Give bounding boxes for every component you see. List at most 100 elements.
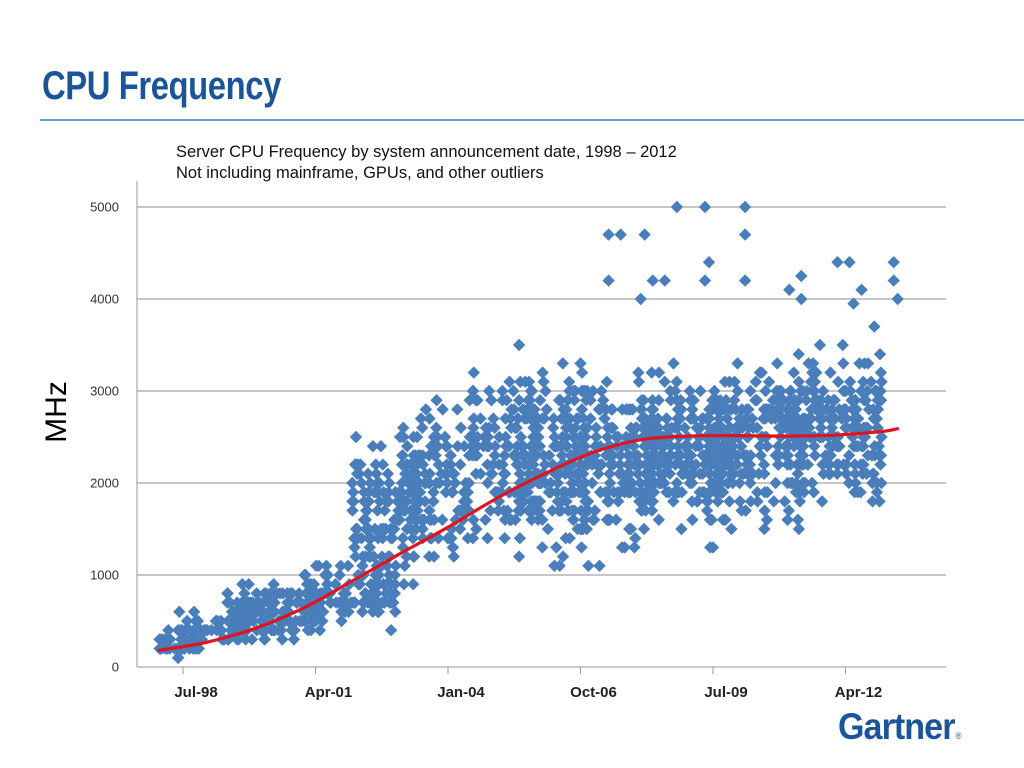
data-point — [447, 550, 460, 563]
data-point — [618, 541, 631, 554]
data-point — [629, 532, 642, 545]
data-point — [791, 513, 805, 526]
data-point — [321, 578, 334, 591]
data-point — [731, 357, 744, 370]
data-point — [588, 513, 601, 526]
data-point — [428, 430, 441, 444]
data-point — [575, 458, 588, 471]
data-point — [559, 486, 572, 499]
data-point — [690, 495, 704, 508]
data-point — [657, 467, 671, 480]
data-point — [194, 633, 208, 646]
data-point — [873, 449, 886, 462]
data-point — [531, 513, 545, 526]
data-point — [389, 605, 402, 618]
data-point — [659, 458, 672, 471]
data-point — [511, 449, 524, 462]
data-point — [371, 504, 384, 517]
data-point — [416, 421, 429, 434]
data-point — [349, 430, 363, 444]
data-point — [358, 587, 372, 600]
data-point — [268, 605, 282, 618]
data-point — [604, 458, 617, 471]
data-point — [423, 504, 436, 517]
y-axis-label: MHz — [40, 381, 73, 443]
data-point — [423, 467, 436, 480]
data-point — [298, 614, 311, 628]
data-point — [339, 605, 352, 618]
data-point — [823, 440, 836, 453]
data-point — [857, 430, 870, 444]
data-point — [824, 467, 837, 480]
data-point — [684, 449, 698, 462]
data-point — [674, 412, 687, 425]
data-point — [822, 458, 835, 471]
data-point — [423, 412, 436, 425]
data-point — [445, 486, 458, 499]
data-point — [600, 513, 614, 526]
data-point — [603, 467, 616, 480]
data-point — [815, 495, 829, 508]
data-point — [373, 495, 386, 508]
data-point — [638, 228, 651, 241]
data-point — [723, 495, 736, 508]
data-point — [569, 421, 582, 434]
data-point — [733, 476, 746, 490]
data-point — [449, 476, 462, 490]
data-point — [433, 476, 446, 490]
data-point — [360, 504, 373, 517]
data-point — [542, 449, 556, 462]
data-point — [614, 449, 627, 462]
data-point — [765, 412, 778, 425]
data-point — [467, 412, 480, 425]
data-point — [512, 412, 525, 425]
data-point — [276, 633, 289, 646]
data-point — [725, 522, 738, 536]
data-point — [172, 651, 185, 664]
data-point — [805, 476, 819, 490]
data-point — [553, 467, 566, 480]
data-point — [687, 467, 700, 480]
data-point — [307, 614, 320, 628]
data-point — [792, 348, 805, 361]
data-point — [334, 559, 347, 572]
data-point — [808, 375, 822, 388]
data-point — [198, 624, 211, 637]
data-point — [754, 449, 767, 462]
data-point — [698, 274, 712, 287]
data-point — [400, 522, 414, 536]
data-point — [223, 614, 236, 628]
data-point — [315, 614, 329, 628]
data-point — [598, 412, 611, 425]
data-point — [180, 614, 194, 628]
data-point — [359, 522, 373, 536]
data-point — [767, 495, 780, 508]
data-point — [356, 559, 369, 572]
data-point — [289, 614, 302, 628]
data-point — [701, 495, 714, 508]
data-point — [750, 394, 763, 407]
data-point — [284, 587, 297, 600]
data-point — [649, 421, 662, 434]
data-point — [347, 486, 360, 499]
data-point — [348, 596, 361, 609]
data-point — [778, 495, 791, 508]
data-point — [503, 375, 516, 388]
data-point — [411, 504, 424, 517]
data-point — [740, 449, 753, 462]
data-point — [674, 449, 687, 462]
data-point — [652, 394, 665, 407]
data-point — [832, 375, 845, 388]
data-point — [638, 421, 652, 434]
data-point — [807, 486, 820, 499]
data-point — [259, 624, 272, 637]
data-point — [578, 513, 592, 526]
data-point — [444, 458, 457, 471]
data-point — [842, 476, 856, 490]
data-point — [680, 467, 693, 480]
data-point — [439, 467, 452, 480]
data-point — [467, 513, 480, 526]
data-point — [601, 430, 614, 444]
data-point — [416, 532, 429, 545]
